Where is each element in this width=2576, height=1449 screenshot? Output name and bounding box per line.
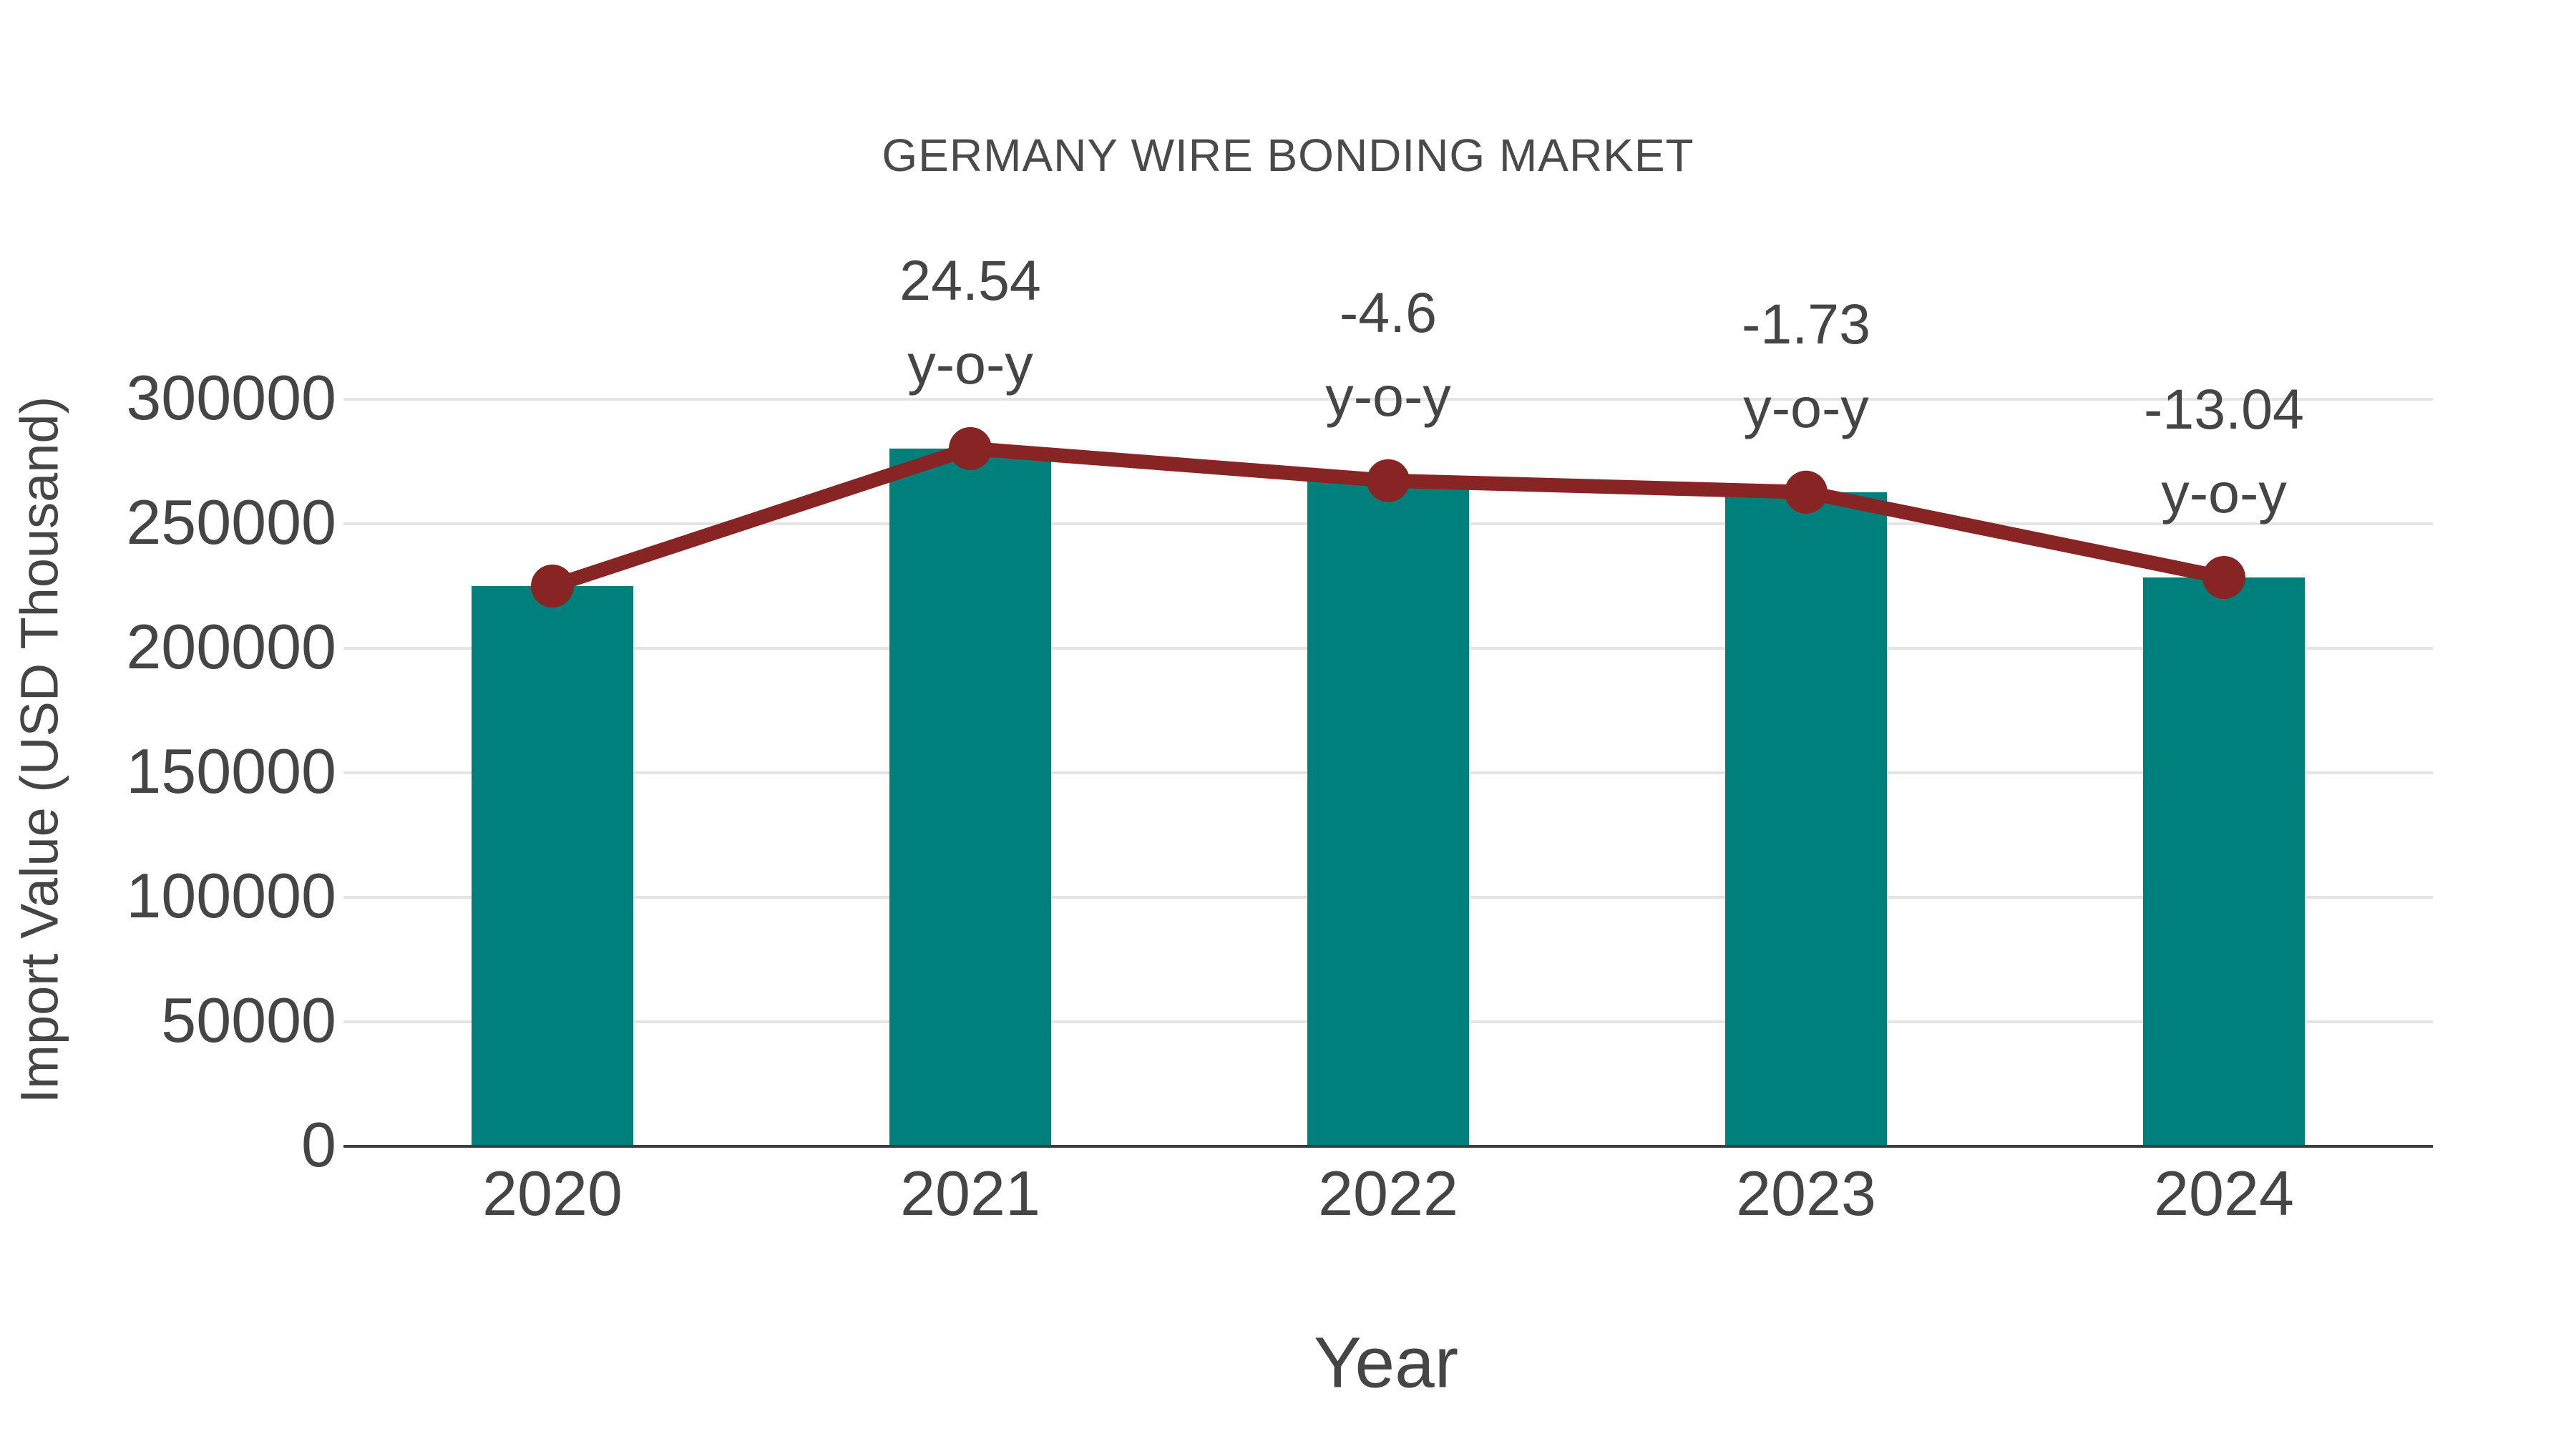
marker-2021: [949, 426, 992, 470]
x-tick-label-2023: 2023: [1736, 1158, 1876, 1229]
bar-2023: [1725, 492, 1887, 1146]
marker-2020: [531, 565, 574, 608]
annotation-value: -1.73: [1741, 291, 1871, 356]
annotation-unit: y-o-y: [907, 331, 1033, 396]
y-tick-label-150000: 150000: [126, 735, 336, 806]
annotation-unit: y-o-y: [1743, 375, 1869, 439]
bar-2024: [2143, 577, 2305, 1146]
annotation-unit: y-o-y: [2161, 461, 2287, 525]
bar-2022: [1307, 480, 1469, 1146]
y-tick-label-50000: 50000: [161, 984, 336, 1055]
marker-2023: [1785, 470, 1828, 514]
annotation-2021: 24.54 y-o-y: [899, 238, 1041, 406]
y-tick-label-200000: 200000: [126, 610, 336, 682]
annotation-2024: -13.04 y-o-y: [2144, 367, 2304, 535]
x-tick-label-2022: 2022: [1318, 1158, 1458, 1229]
marker-2022: [1367, 459, 1410, 502]
y-tick-label-300000: 300000: [126, 361, 336, 433]
annotation-2023: -1.73 y-o-y: [1742, 282, 1870, 449]
annotation-unit: y-o-y: [1325, 364, 1451, 428]
x-tick-label-2024: 2024: [2154, 1158, 2294, 1229]
y-tick-label-100000: 100000: [126, 859, 336, 931]
x-tick-label-2021: 2021: [900, 1158, 1040, 1229]
annotation-2022: -4.6 y-o-y: [1325, 270, 1451, 438]
bar-2020: [472, 586, 633, 1146]
chart-title: GERMANY WIRE BONDING MARKET: [882, 130, 1694, 181]
y-tick-label-250000: 250000: [126, 486, 336, 557]
x-axis-title: Year: [1313, 1322, 1459, 1403]
annotation-value: -4.6: [1339, 280, 1438, 344]
y-tick-label-0: 0: [301, 1108, 336, 1180]
annotation-value: -13.04: [2143, 377, 2305, 441]
marker-2024: [2202, 556, 2245, 600]
annotation-value: 24.54: [899, 248, 1041, 312]
bar-2021: [889, 448, 1051, 1146]
x-tick-label-2020: 2020: [482, 1158, 623, 1229]
